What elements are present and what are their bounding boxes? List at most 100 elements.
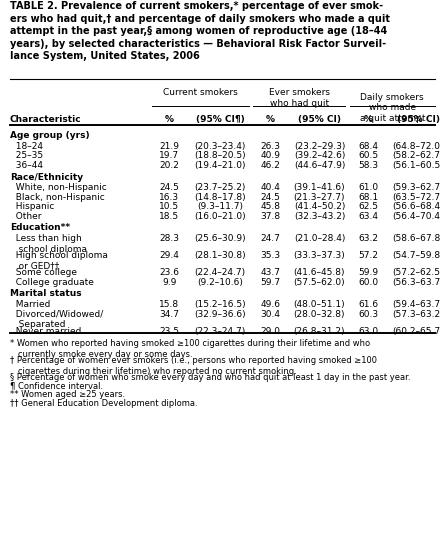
Text: 35.3: 35.3 xyxy=(260,251,280,260)
Text: Current smokers: Current smokers xyxy=(163,88,238,97)
Text: 37.8: 37.8 xyxy=(260,212,280,221)
Text: (26.8–31.2): (26.8–31.2) xyxy=(293,327,345,336)
Text: 24.5: 24.5 xyxy=(159,183,180,192)
Text: %: % xyxy=(266,115,275,124)
Text: (32.3–43.2): (32.3–43.2) xyxy=(294,212,345,221)
Text: 21.9: 21.9 xyxy=(159,142,180,151)
Text: 18–24: 18–24 xyxy=(10,142,43,151)
Text: ** Women aged ≥25 years.: ** Women aged ≥25 years. xyxy=(10,390,125,399)
Text: Married: Married xyxy=(10,300,50,309)
Text: 63.2: 63.2 xyxy=(359,234,379,243)
Text: (33.3–37.3): (33.3–37.3) xyxy=(293,251,345,260)
Text: %: % xyxy=(364,115,373,124)
Text: Ever smokers
who had quit: Ever smokers who had quit xyxy=(269,88,330,108)
Text: (14.8–17.8): (14.8–17.8) xyxy=(194,193,246,202)
Text: (23.2–29.3): (23.2–29.3) xyxy=(294,142,345,151)
Text: Never married: Never married xyxy=(10,327,81,336)
Text: Other: Other xyxy=(10,212,41,221)
Text: 46.2: 46.2 xyxy=(260,161,280,170)
Text: 29.4: 29.4 xyxy=(159,251,180,260)
Text: (56.3–63.7): (56.3–63.7) xyxy=(392,278,440,287)
Text: 60.0: 60.0 xyxy=(359,278,379,287)
Text: * Women who reported having smoked ≥100 cigarettes during their lifetime and who: * Women who reported having smoked ≥100 … xyxy=(10,339,370,359)
Text: (57.3–63.2): (57.3–63.2) xyxy=(392,310,440,319)
Text: (59.3–62.7): (59.3–62.7) xyxy=(392,183,440,192)
Text: (39.2–42.6): (39.2–42.6) xyxy=(294,151,345,161)
Text: (95% CI¶): (95% CI¶) xyxy=(196,115,244,124)
Text: (20.3–23.4): (20.3–23.4) xyxy=(194,142,246,151)
Text: Some college: Some college xyxy=(10,268,77,277)
Text: ¶ Confidence interval.: ¶ Confidence interval. xyxy=(10,381,103,391)
Text: (58.2–62.7): (58.2–62.7) xyxy=(392,151,440,161)
Text: Black, non-Hispanic: Black, non-Hispanic xyxy=(10,193,104,202)
Text: 63.4: 63.4 xyxy=(359,212,379,221)
Text: TABLE 2. Prevalence of current smokers,* percentage of ever smok-
ers who had qu: TABLE 2. Prevalence of current smokers,*… xyxy=(10,1,390,61)
Text: (41.4–50.2): (41.4–50.2) xyxy=(294,202,345,211)
Text: (57.2–62.5): (57.2–62.5) xyxy=(392,268,440,277)
Text: (95% CI): (95% CI) xyxy=(298,115,341,124)
Text: (54.7–59.8): (54.7–59.8) xyxy=(392,251,440,260)
Text: 49.6: 49.6 xyxy=(260,300,280,309)
Text: (44.6–47.9): (44.6–47.9) xyxy=(294,161,345,170)
Text: 29.0: 29.0 xyxy=(260,327,280,336)
Text: 57.2: 57.2 xyxy=(359,251,379,260)
Text: † Percentage of women ever smokers (i.e., persons who reported having smoked ≥10: † Percentage of women ever smokers (i.e.… xyxy=(10,356,377,376)
Text: (9.2–10.6): (9.2–10.6) xyxy=(197,278,243,287)
Text: § Percentage of women who smoke every day and who had quit at least 1 day in the: § Percentage of women who smoke every da… xyxy=(10,373,410,382)
Text: Age group (yrs): Age group (yrs) xyxy=(10,131,89,140)
Text: (60.2–65.7): (60.2–65.7) xyxy=(392,327,440,336)
Text: (22.4–24.7): (22.4–24.7) xyxy=(194,268,246,277)
Text: Education**: Education** xyxy=(10,224,70,232)
Text: 15.8: 15.8 xyxy=(159,300,180,309)
Text: †† General Education Development diploma.: †† General Education Development diploma… xyxy=(10,399,197,408)
Text: (25.6–30.9): (25.6–30.9) xyxy=(194,234,246,243)
Text: (19.4–21.0): (19.4–21.0) xyxy=(194,161,246,170)
Text: 19.7: 19.7 xyxy=(159,151,180,161)
Text: 30.4: 30.4 xyxy=(260,310,280,319)
Text: (39.1–41.6): (39.1–41.6) xyxy=(293,183,345,192)
Text: 40.4: 40.4 xyxy=(260,183,280,192)
Text: 59.9: 59.9 xyxy=(359,268,379,277)
Text: Characteristic: Characteristic xyxy=(10,115,81,124)
Text: Less than high
   school diploma: Less than high school diploma xyxy=(10,234,87,253)
Text: (56.6–68.4): (56.6–68.4) xyxy=(392,202,440,211)
Text: 26.3: 26.3 xyxy=(260,142,280,151)
Text: 45.8: 45.8 xyxy=(260,202,280,211)
Text: Hispanic: Hispanic xyxy=(10,202,54,211)
Text: 43.7: 43.7 xyxy=(260,268,280,277)
Text: (21.3–27.7): (21.3–27.7) xyxy=(293,193,345,202)
Text: 68.4: 68.4 xyxy=(359,142,379,151)
Text: 16.3: 16.3 xyxy=(159,193,180,202)
Text: (21.0–28.4): (21.0–28.4) xyxy=(294,234,345,243)
Text: (32.9–36.6): (32.9–36.6) xyxy=(194,310,246,319)
Text: 61.6: 61.6 xyxy=(359,300,379,309)
Text: White, non-Hispanic: White, non-Hispanic xyxy=(10,183,106,192)
Text: (23.7–25.2): (23.7–25.2) xyxy=(194,183,246,192)
Text: 59.7: 59.7 xyxy=(260,278,280,287)
Text: Race/Ethnicity: Race/Ethnicity xyxy=(10,173,83,182)
Text: High school diploma
   or GED††: High school diploma or GED†† xyxy=(10,251,107,270)
Text: (64.8–72.0): (64.8–72.0) xyxy=(392,142,440,151)
Text: 20.2: 20.2 xyxy=(159,161,180,170)
Text: (41.6–45.8): (41.6–45.8) xyxy=(293,268,345,277)
Text: 62.5: 62.5 xyxy=(359,202,379,211)
Text: (18.8–20.5): (18.8–20.5) xyxy=(194,151,246,161)
Text: (16.0–21.0): (16.0–21.0) xyxy=(194,212,246,221)
Text: Daily smokers
who made
a quit attempt: Daily smokers who made a quit attempt xyxy=(359,93,425,123)
Text: (28.0–32.8): (28.0–32.8) xyxy=(293,310,345,319)
Text: 24.7: 24.7 xyxy=(260,234,280,243)
Text: 60.5: 60.5 xyxy=(359,151,379,161)
Text: 23.6: 23.6 xyxy=(159,268,180,277)
Text: (22.3–24.7): (22.3–24.7) xyxy=(194,327,246,336)
Text: 68.1: 68.1 xyxy=(359,193,379,202)
Text: 9.9: 9.9 xyxy=(162,278,176,287)
Text: (56.4–70.4): (56.4–70.4) xyxy=(392,212,440,221)
Text: 60.3: 60.3 xyxy=(359,310,379,319)
Text: %: % xyxy=(165,115,174,124)
Text: (48.0–51.1): (48.0–51.1) xyxy=(293,300,345,309)
Text: 40.9: 40.9 xyxy=(260,151,280,161)
Text: 58.3: 58.3 xyxy=(359,161,379,170)
Text: (15.2–16.5): (15.2–16.5) xyxy=(194,300,246,309)
Text: (28.1–30.8): (28.1–30.8) xyxy=(194,251,246,260)
Text: (58.6–67.8): (58.6–67.8) xyxy=(392,234,440,243)
